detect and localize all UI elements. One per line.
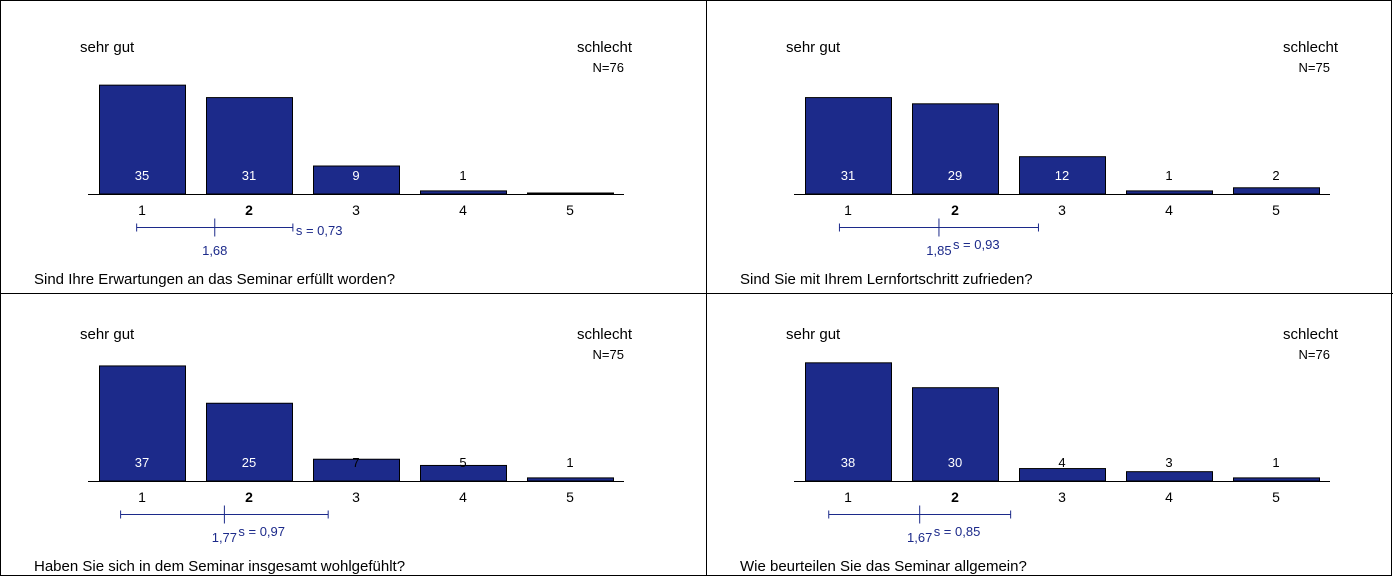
sample-size-label: N=75 — [593, 347, 624, 362]
bar-value-label: 9 — [352, 168, 359, 183]
bar-value-label: 1 — [1165, 168, 1172, 183]
bar-value-label: 38 — [841, 455, 855, 470]
mean-value-label: 1,85 — [926, 243, 951, 258]
bar-value-label: 25 — [242, 455, 256, 470]
x-tick-label: 2 — [245, 202, 253, 218]
bar-3 — [313, 165, 400, 195]
bar-5 — [1233, 477, 1320, 482]
sample-size-label: N=76 — [593, 60, 624, 75]
bar-4 — [1126, 471, 1213, 482]
x-tick-label: 4 — [459, 489, 467, 505]
mean-value-label: 1,77 — [212, 530, 237, 545]
right-scale-label: schlecht — [577, 39, 633, 56]
bar-2 — [206, 97, 293, 195]
left-scale-label: sehr gut — [80, 39, 135, 56]
mean-sd-indicator — [136, 218, 294, 237]
mean-sd-indicator — [828, 505, 1012, 524]
bar-value-label: 3 — [1165, 455, 1172, 470]
bar-2 — [912, 103, 999, 195]
x-tick-label: 3 — [1058, 202, 1066, 218]
right-scale-label: schlecht — [1283, 39, 1339, 56]
right-scale-label: schlecht — [577, 326, 633, 343]
bar-2 — [206, 402, 293, 482]
bar-1 — [99, 365, 186, 482]
x-tick-label: 4 — [1165, 489, 1173, 505]
bar-1 — [805, 97, 892, 195]
bar-1 — [805, 362, 892, 482]
sd-value-label: s = 0,85 — [934, 524, 981, 539]
bar-3 — [1019, 468, 1106, 482]
x-tick-label: 5 — [566, 489, 574, 505]
question-text: Sind Ihre Erwartungen an das Seminar erf… — [34, 271, 395, 288]
x-tick-label: 1 — [138, 489, 146, 505]
chart-panel-3: sehr gut schlecht N=75 37 1 25 2 7 3 5 4 1 5 1,77 s = … — [34, 326, 633, 575]
bar-3 — [1019, 156, 1106, 195]
x-tick-label: 2 — [951, 489, 959, 505]
bar-value-label: 35 — [135, 168, 149, 183]
sd-value-label: s = 0,93 — [953, 237, 1000, 252]
bar-5 — [1233, 187, 1320, 195]
mean-value-label: 1,68 — [202, 243, 227, 258]
x-tick-label: 2 — [951, 202, 959, 218]
chart-panel-4: sehr gut schlecht N=76 38 1 30 2 4 3 3 4 1 5 1,67 s = … — [740, 326, 1339, 575]
x-tick-label: 1 — [844, 489, 852, 505]
x-tick-label: 3 — [352, 489, 360, 505]
left-scale-label: sehr gut — [786, 326, 841, 343]
sd-value-label: s = 0,97 — [238, 524, 285, 539]
bar-value-label: 12 — [1055, 168, 1069, 183]
bar-value-label: 7 — [352, 455, 359, 470]
bar-value-label: 30 — [948, 455, 962, 470]
bar-value-label: 31 — [242, 168, 256, 183]
x-tick-label: 5 — [566, 202, 574, 218]
x-tick-label: 3 — [352, 202, 360, 218]
bar-value-label: 1 — [566, 455, 573, 470]
bar-5 — [527, 192, 614, 195]
x-tick-label: 1 — [138, 202, 146, 218]
question-text: Sind Sie mit Ihrem Lernfortschritt zufri… — [740, 271, 1033, 288]
sample-size-label: N=76 — [1299, 347, 1330, 362]
sd-value-label: s = 0,73 — [296, 223, 343, 238]
mean-sd-indicator — [838, 218, 1039, 237]
question-text: Haben Sie sich in dem Seminar insgesamt … — [34, 558, 405, 575]
mean-sd-indicator — [120, 505, 329, 524]
x-tick-label: 2 — [245, 489, 253, 505]
question-text: Wie beurteilen Sie das Seminar allgemein… — [740, 558, 1027, 575]
sample-size-label: N=75 — [1299, 60, 1330, 75]
bar-5 — [527, 477, 614, 482]
left-scale-label: sehr gut — [786, 39, 841, 56]
x-tick-label: 4 — [1165, 202, 1173, 218]
x-tick-label: 5 — [1272, 202, 1280, 218]
bar-value-label: 5 — [459, 455, 466, 470]
bar-1 — [99, 84, 186, 195]
bar-2 — [912, 387, 999, 482]
bar-value-label: 4 — [1058, 455, 1065, 470]
bar-value-label: 37 — [135, 455, 149, 470]
bar-value-label: 2 — [1272, 168, 1279, 183]
right-scale-label: schlecht — [1283, 326, 1339, 343]
bar-value-label: 29 — [948, 168, 962, 183]
bar-value-label: 1 — [1272, 455, 1279, 470]
x-tick-label: 5 — [1272, 489, 1280, 505]
bar-4 — [420, 190, 507, 195]
x-tick-label: 1 — [844, 202, 852, 218]
bar-value-label: 1 — [459, 168, 466, 183]
left-scale-label: sehr gut — [80, 326, 135, 343]
x-tick-label: 4 — [459, 202, 467, 218]
x-tick-label: 3 — [1058, 489, 1066, 505]
bar-4 — [1126, 190, 1213, 195]
mean-value-label: 1,67 — [907, 530, 932, 545]
bar-value-label: 31 — [841, 168, 855, 183]
